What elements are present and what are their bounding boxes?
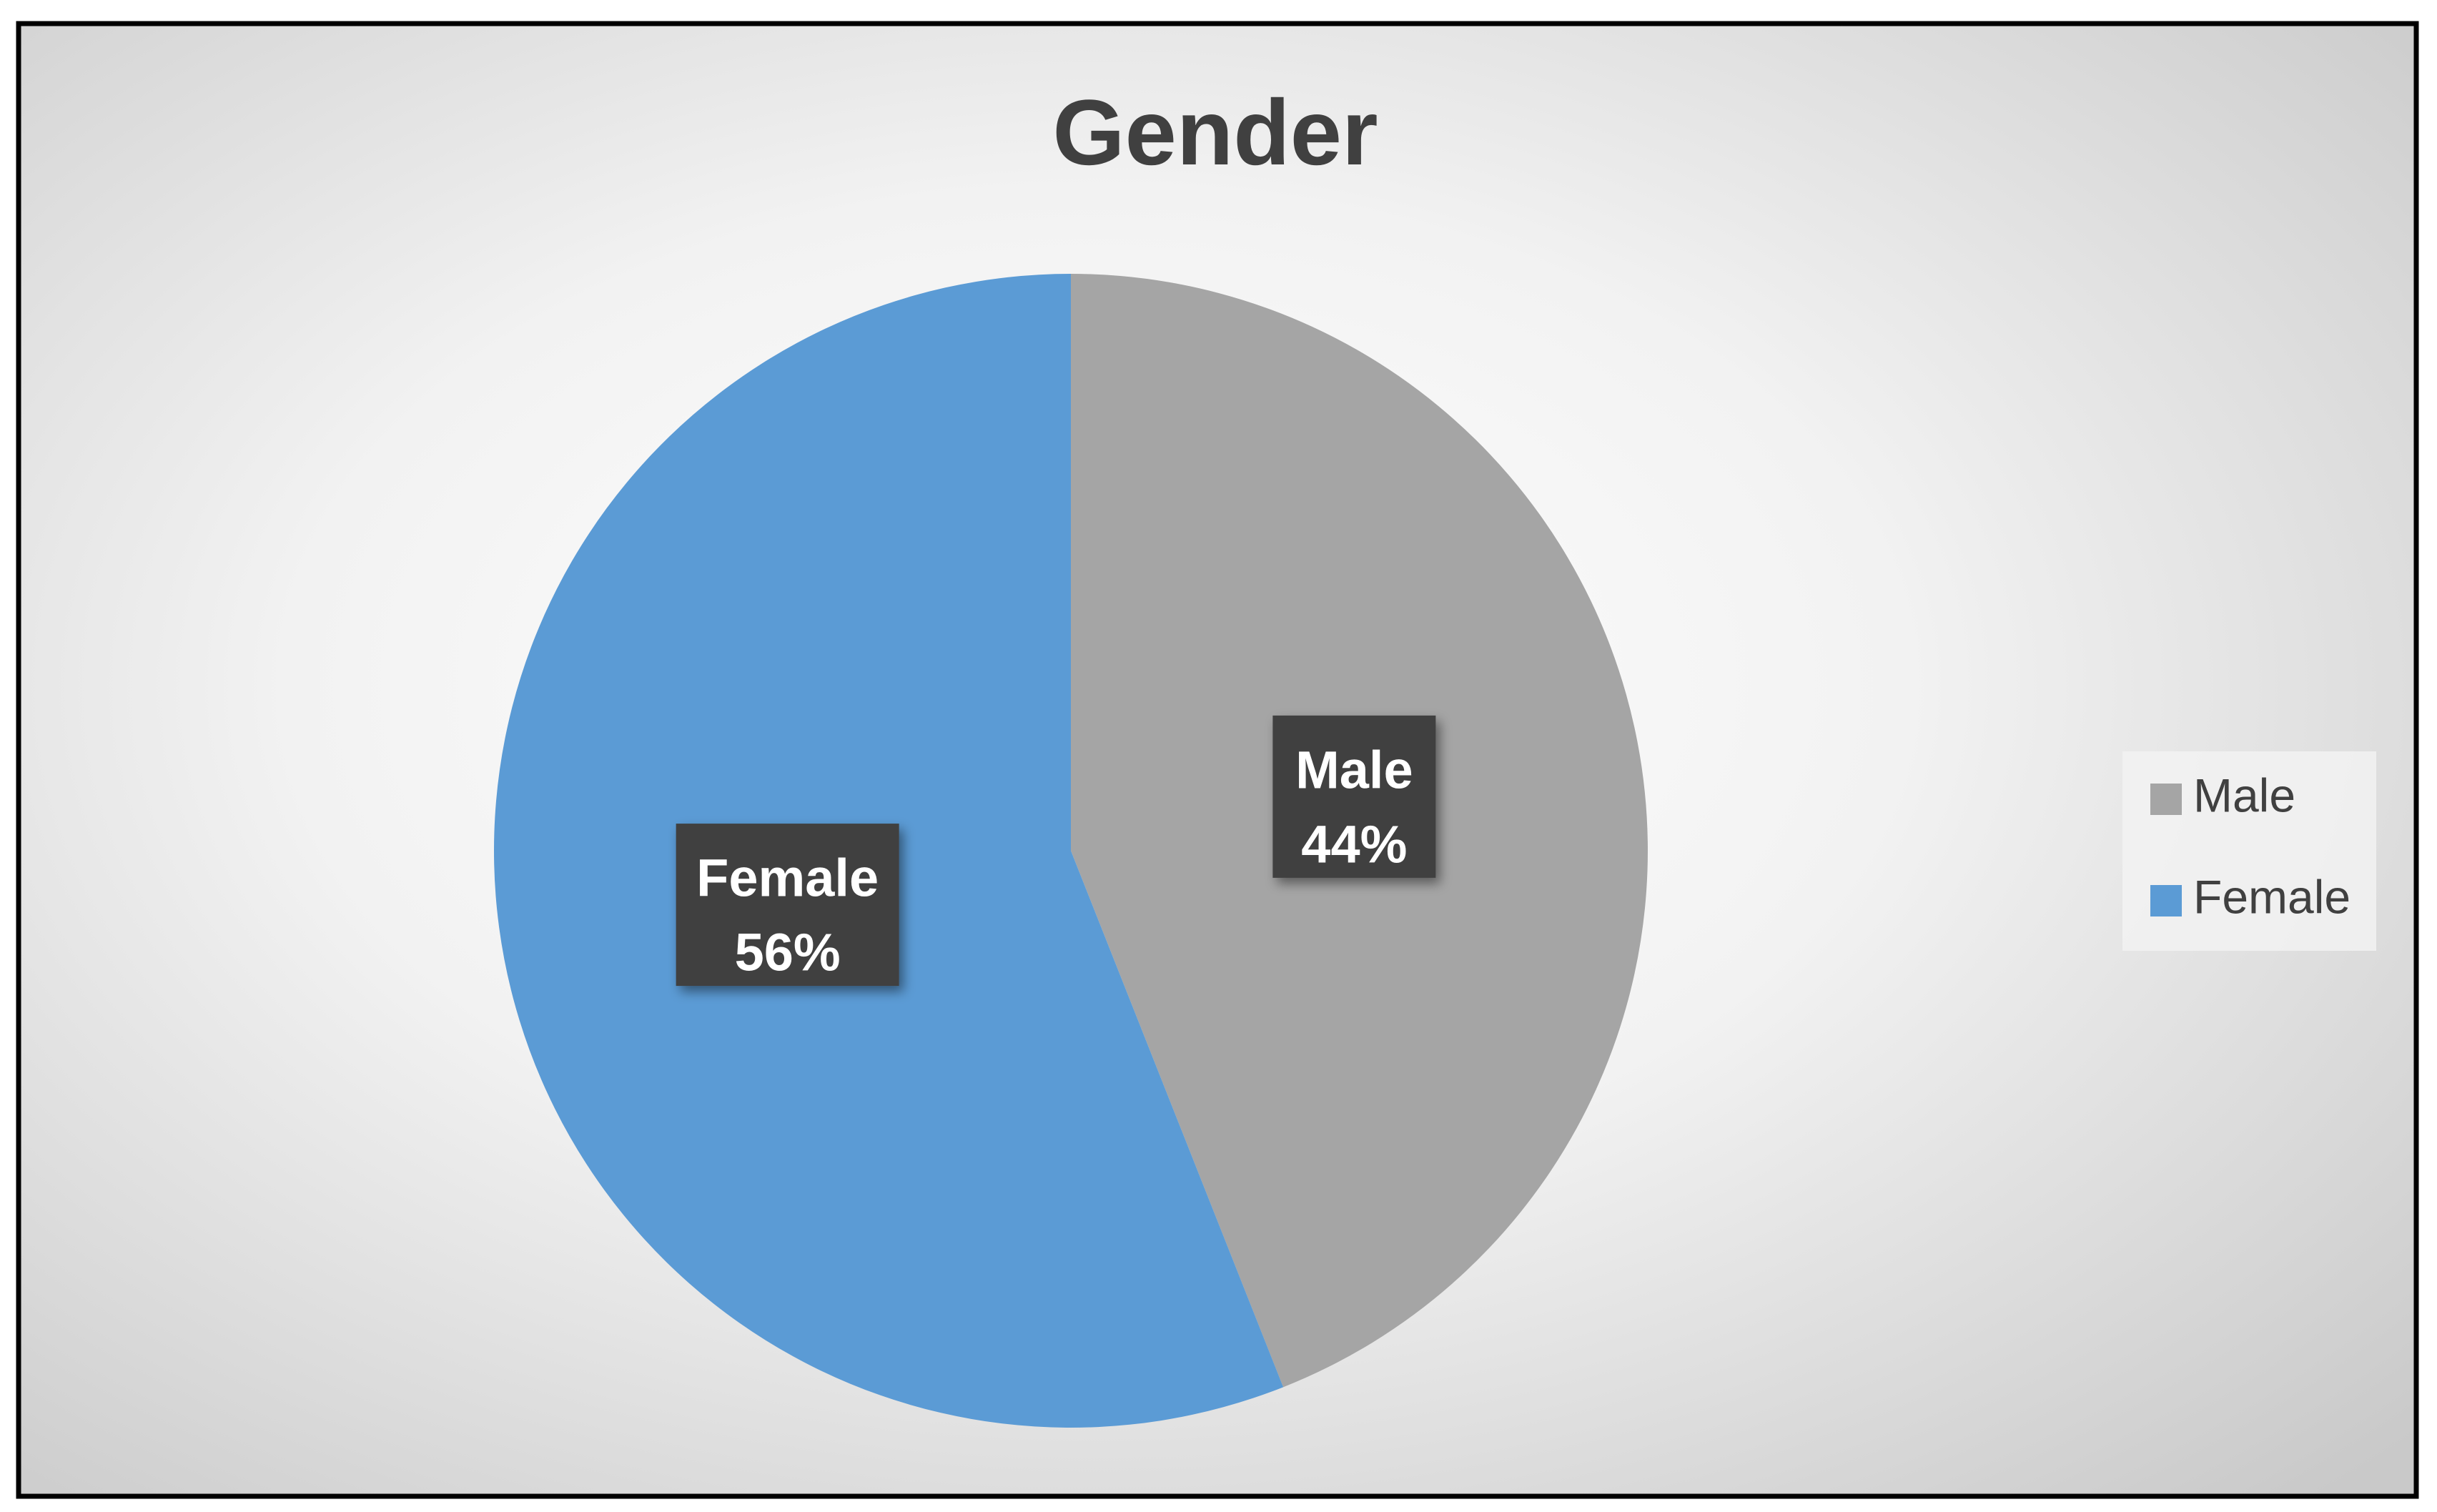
chart-title: Gender: [1052, 80, 1378, 184]
legend-swatch: [2150, 784, 2182, 815]
data-label-box: [676, 824, 899, 987]
legend-swatch: [2150, 885, 2182, 916]
data-label-value: 44%: [1301, 814, 1407, 874]
legend-label: Female: [2193, 870, 2351, 923]
data-label-box: [1272, 715, 1436, 878]
data-label-value: 56%: [735, 923, 841, 982]
data-label-category: Female: [696, 849, 879, 908]
data-label-category: Male: [1295, 740, 1413, 799]
pie: Male 44% Female 56%: [494, 273, 1648, 1428]
legend: Male Female: [2150, 769, 2351, 923]
legend-label: Male: [2193, 769, 2295, 821]
